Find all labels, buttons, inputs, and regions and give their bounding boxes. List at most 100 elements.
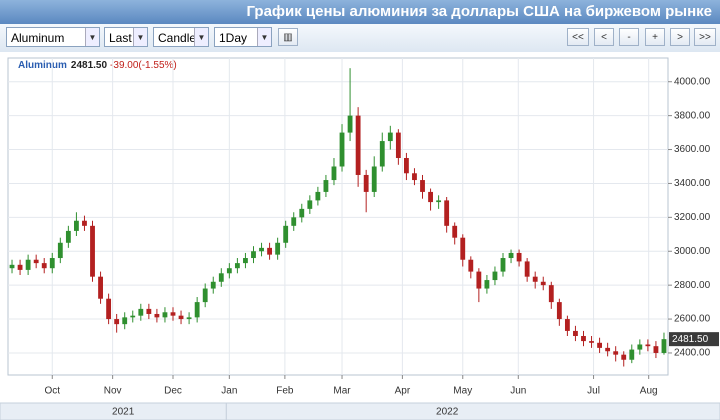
y-tick-label: 3400.00: [674, 178, 711, 189]
candle-body: [138, 308, 144, 316]
candle-body: [556, 302, 562, 320]
x-tick-label: Jun: [510, 386, 526, 397]
nav-button[interactable]: -: [619, 28, 639, 46]
candle-body: [404, 158, 409, 174]
legend-symbol: Aluminum: [18, 60, 67, 71]
year-label: 2022: [436, 407, 459, 418]
candle-body: [57, 242, 63, 259]
y-tick-label: 3200.00: [674, 212, 711, 223]
candle-body: [9, 264, 15, 269]
interval-select[interactable]: 1Day: [214, 27, 272, 47]
candle-body: [114, 319, 120, 325]
candle-body: [106, 298, 112, 320]
y-tick-label: 2800.00: [674, 280, 711, 291]
candle-body: [339, 132, 345, 167]
last-price-tag: [669, 332, 719, 347]
candle-body: [387, 132, 393, 142]
candle-body: [476, 271, 482, 289]
candle-body: [178, 315, 184, 320]
candle-body: [226, 268, 232, 274]
symbol-select[interactable]: Aluminum: [6, 27, 100, 47]
candle-body: [573, 330, 578, 337]
candle-body: [420, 180, 425, 192]
candle-body: [194, 302, 200, 318]
legend-change: -39.00(-1.55%): [110, 60, 177, 71]
candle-body: [589, 341, 594, 343]
x-tick-label: Mar: [333, 386, 351, 397]
x-tick-label: Oct: [44, 386, 60, 397]
x-tick-label: Aug: [640, 386, 658, 397]
candle-body: [581, 336, 586, 342]
toolbar: Aluminum Last Candle 1Day ▥ << < - + > >…: [0, 24, 720, 52]
plot-border: [7, 57, 669, 376]
candle-body: [395, 132, 401, 159]
candle-body: [597, 342, 602, 348]
candle-body: [363, 174, 369, 192]
candle-body: [259, 247, 264, 252]
candle-body: [251, 251, 256, 259]
candle-body: [331, 166, 337, 181]
candle-body: [532, 276, 538, 282]
y-tick-label: 4000.00: [674, 76, 711, 87]
candle-body: [621, 354, 627, 360]
year-label: 2021: [112, 407, 135, 418]
candle-body: [291, 217, 297, 226]
nav-button[interactable]: +: [645, 28, 665, 46]
candle-body: [492, 271, 498, 281]
candle-body: [49, 258, 55, 269]
y-tick-label: 3000.00: [674, 246, 711, 257]
candle-body: [484, 280, 490, 289]
candle-body: [146, 308, 152, 314]
candle-body: [307, 200, 313, 209]
candle-body: [202, 288, 208, 303]
candle-body: [613, 351, 619, 355]
candle-body: [283, 225, 289, 243]
x-tick-label: Jul: [587, 386, 600, 397]
candle-body: [412, 173, 417, 181]
candle-body: [162, 312, 168, 318]
x-tick-label: Nov: [104, 386, 122, 397]
nav-button[interactable]: >>: [694, 28, 716, 46]
x-tick-label: May: [453, 386, 472, 397]
candle-body: [170, 312, 176, 316]
candle-body: [347, 115, 353, 133]
candle-body: [444, 200, 450, 226]
candle-body: [428, 191, 433, 203]
candle-body: [379, 141, 385, 167]
candle-body: [355, 115, 361, 175]
candle-body: [33, 259, 39, 264]
candle-body: [564, 319, 570, 331]
candle-body: [508, 252, 514, 259]
candle-body: [218, 273, 224, 282]
x-tick-label: Dec: [164, 386, 182, 397]
x-tick-label: Apr: [395, 386, 411, 397]
y-tick-label: 2600.00: [674, 314, 711, 325]
candle-body: [661, 339, 667, 353]
candle-body: [234, 263, 240, 269]
candle-body: [210, 281, 216, 289]
price-select[interactable]: Last: [104, 27, 148, 47]
candle-body: [524, 261, 530, 277]
candle-body: [122, 317, 128, 325]
nav-button[interactable]: <<: [567, 28, 589, 46]
candle-body: [154, 313, 160, 318]
candle-body: [645, 344, 651, 347]
table-button[interactable]: ▥: [278, 28, 298, 46]
candle-body: [371, 166, 377, 192]
y-tick-label: 3800.00: [674, 110, 711, 121]
nav-button[interactable]: >: [670, 28, 690, 46]
candle-body: [452, 225, 458, 238]
candle-body: [548, 285, 554, 303]
candle-body: [275, 242, 281, 255]
candle-body: [82, 220, 87, 226]
nav-button[interactable]: <: [594, 28, 614, 46]
candle-body: [74, 220, 79, 231]
legend-name: Aluminum 2481.50 -39.00(-1.55%): [18, 60, 177, 71]
style-select[interactable]: Candle: [153, 27, 209, 47]
candle-body: [315, 191, 321, 201]
candle-body: [637, 344, 643, 350]
candle-body: [17, 264, 23, 270]
candle-body: [299, 208, 305, 218]
legend-last: 2481.50: [71, 60, 108, 71]
